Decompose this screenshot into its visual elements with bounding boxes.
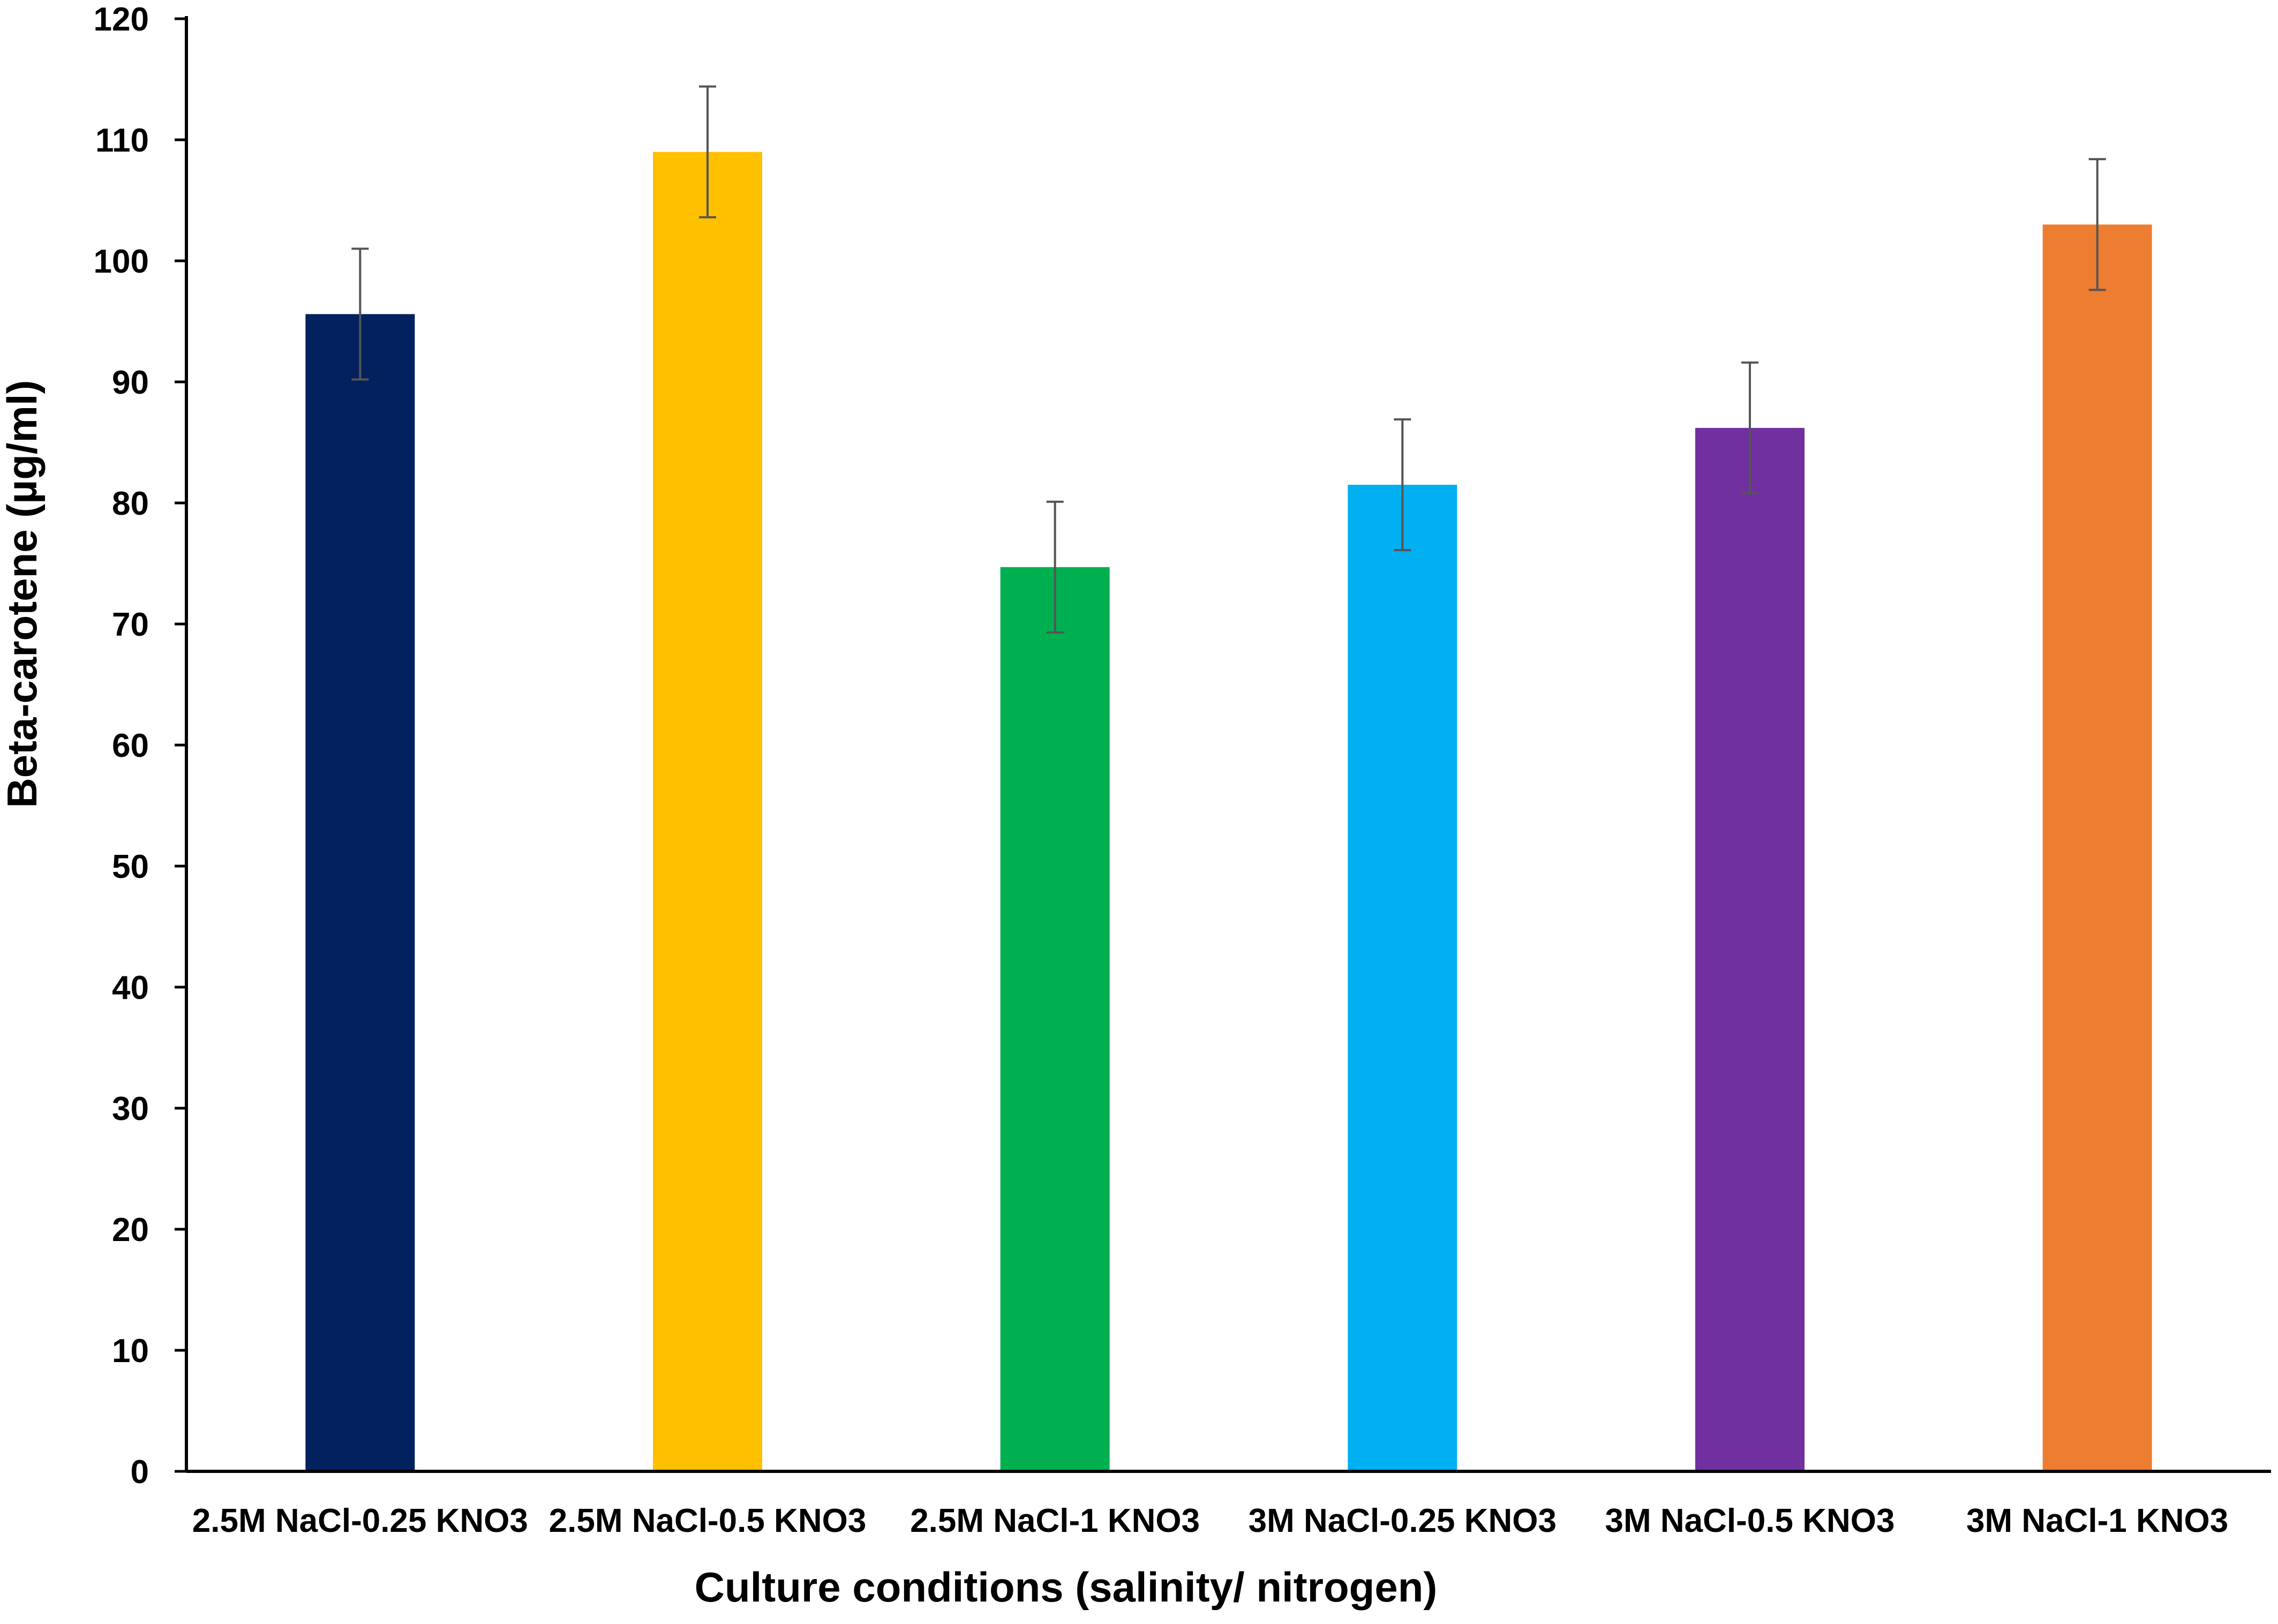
x-tick-label: 2.5M NaCl-1 KNO3 [910,1502,1200,1539]
bar [1000,567,1110,1471]
y-tick-label: 0 [131,1454,149,1491]
x-tick-label: 2.5M NaCl-0.5 KNO3 [549,1502,867,1539]
y-tick-label: 40 [112,969,149,1006]
x-tick-label: 2.5M NaCl-0.25 KNO3 [192,1502,528,1539]
y-tick-label: 80 [112,485,149,522]
bar [305,314,415,1472]
bar [1695,427,1805,1471]
error-bars-group [351,85,2106,634]
y-tick-label: 20 [112,1212,149,1249]
error-bar [1394,418,1411,552]
axes-group [175,16,2271,1473]
error-bar [351,247,369,381]
y-tick-label: 120 [94,1,149,38]
error-bar [1741,361,1758,494]
y-tick-label: 100 [94,243,149,280]
y-tick-label: 10 [112,1333,149,1370]
x-tick-label: 3M NaCl-0.25 KNO3 [1249,1502,1557,1539]
y-tick-label: 90 [112,364,149,401]
y-tick-label: 70 [112,606,149,643]
error-bar [2088,158,2106,291]
y-axis-title: Beta-carotene (µg/ml) [0,380,46,808]
bar [653,152,762,1471]
x-tick-label: 3M NaCl-1 KNO3 [1966,1502,2228,1539]
bars-group [305,152,2152,1472]
error-bar [699,85,716,219]
bar [2042,224,2152,1472]
x-tick-labels: 2.5M NaCl-0.25 KNO3 2.5M NaCl-0.5 KNO3 2.5… [192,1502,2229,1539]
y-tick-label: 30 [112,1091,149,1127]
y-tick-label: 110 [95,122,149,159]
y-tick-labels: 0 10 20 30 40 50 60 70 80 90 100 110 120 [94,1,149,1491]
y-tick-label: 60 [112,727,149,764]
x-tick-label: 3M NaCl-0.5 KNO3 [1605,1502,1895,1539]
y-tick-label: 50 [112,848,149,885]
bar [1348,485,1457,1471]
error-bar [1046,500,1064,634]
x-axis-title: Culture conditions (salinity/ nitrogen) [695,1563,1438,1611]
